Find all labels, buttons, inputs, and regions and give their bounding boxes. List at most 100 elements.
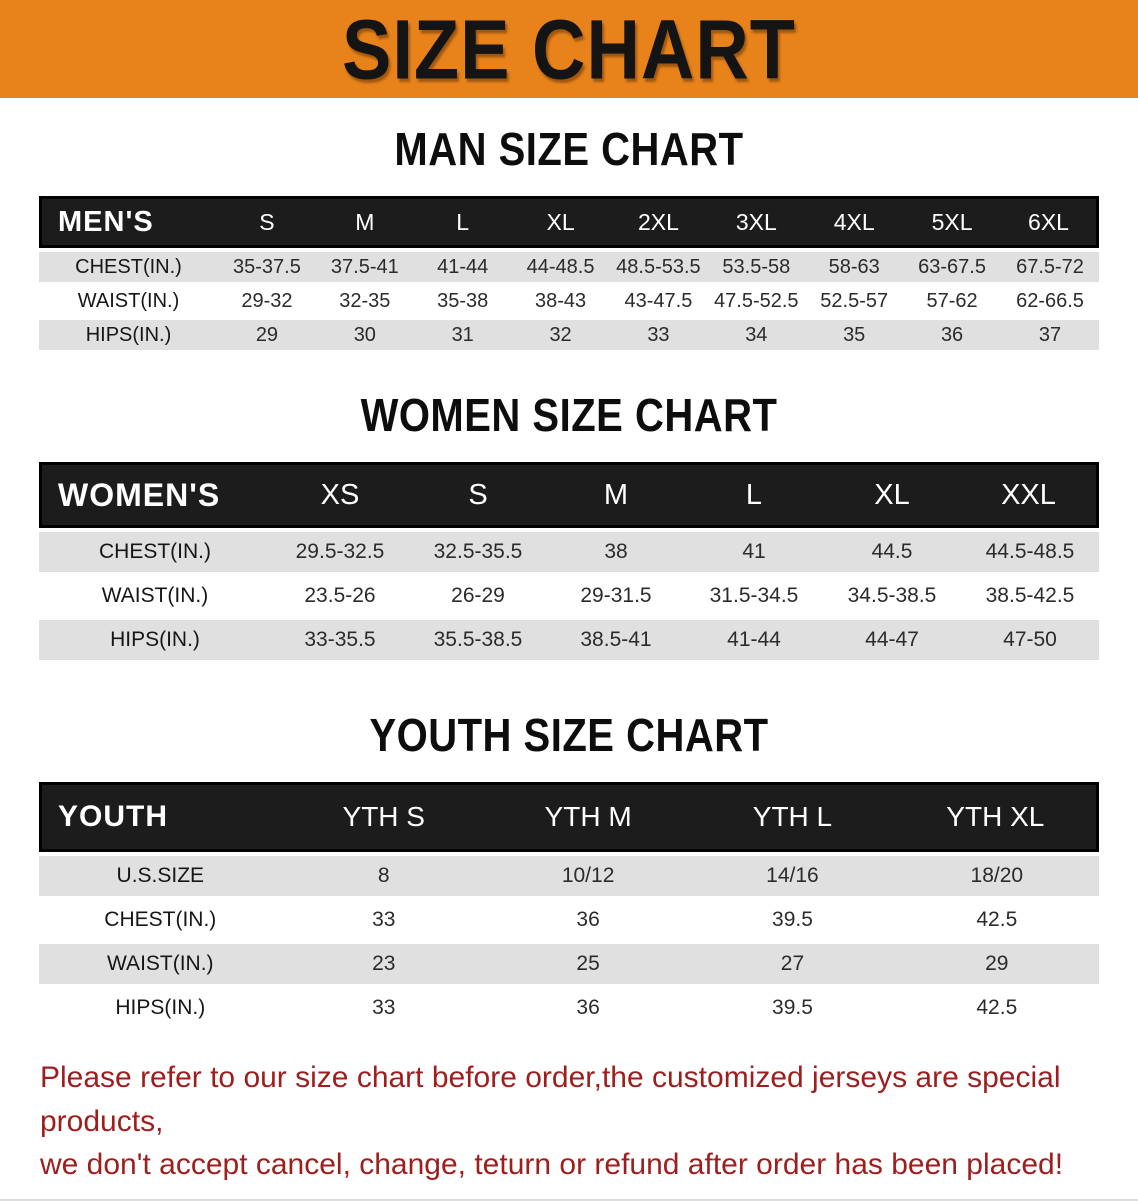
measurement-row: HIPS(IN.) 33 36 39.5 42.5: [39, 988, 1099, 1028]
measurement-value: 42.5: [976, 908, 1018, 931]
measurement-row: WAIST(IN.) 29-32 32-35 35-38 38-43 43-47.5 47.…: [39, 286, 1099, 316]
measurement-value: 47-50: [961, 620, 1099, 660]
measurement-value: 23: [281, 944, 486, 984]
measurement-value: 31.5-34.5: [709, 584, 799, 607]
measurement-value: 34.5-38.5: [847, 584, 937, 607]
measurement-value: 35: [805, 320, 904, 350]
measurement-value: 33-35.5: [271, 620, 409, 660]
measurement-value: 58-63: [805, 252, 904, 282]
measurement-value: 38-43: [534, 290, 587, 312]
measurement-value: 26-29: [451, 584, 505, 607]
size-column-header: L: [413, 196, 512, 248]
man-section-heading: MAN SIZE CHART: [394, 124, 744, 176]
women-size-table: WOMEN'S XS S M L XL XXL CHEST(IN.) 29.5-32.5 32.5…: [39, 458, 1099, 664]
size-column-header: XXL: [961, 462, 1099, 528]
measurement-value: 35.5-38.5: [409, 620, 547, 660]
size-column-header: YTH M: [485, 782, 691, 852]
size-column-header: XL: [823, 462, 961, 528]
measurement-value: 44.5: [823, 532, 961, 572]
measurement-value: 37: [1001, 320, 1099, 350]
size-column-header: 3XL: [707, 196, 806, 248]
measurement-value: 27: [690, 944, 895, 984]
size-column-header: YTH XL: [894, 782, 1099, 852]
measurement-value: 29.5-32.5: [271, 532, 409, 572]
measurement-value: 41: [685, 532, 823, 572]
measurement-value: 25: [485, 944, 691, 984]
measurement-value: 53.5-58: [707, 252, 806, 282]
measurement-row: WAIST(IN.) 23.5-26 26-29 29-31.5 31.5-34.5 34…: [39, 576, 1099, 616]
table-title-cell: YOUTH: [39, 782, 282, 852]
measurement-row: U.S.SIZE 8 10/12 14/16 18/20: [39, 856, 1099, 896]
measurement-row: CHEST(IN.) 33 36 39.5 42.5: [39, 900, 1099, 940]
bottom-divider: [0, 1198, 1138, 1201]
size-column-header: YTH L: [690, 782, 895, 852]
measurement-value: 39.5: [772, 908, 813, 931]
measurement-value: 32.5-35.5: [409, 532, 547, 572]
measurement-value: 35-37.5: [218, 252, 316, 282]
measurement-value: 32: [511, 320, 610, 350]
measurement-label: CHEST(IN.): [39, 252, 218, 282]
measurement-label: CHEST(IN.): [104, 908, 217, 931]
measurement-value: 10/12: [485, 856, 691, 896]
size-column-header: 4XL: [805, 196, 904, 248]
measurement-row: CHEST(IN.) 29.5-32.5 32.5-35.5 38 41 44.5 44.5…: [39, 532, 1099, 572]
measurement-value: 43-47.5: [624, 290, 693, 312]
measurement-value: 34: [707, 320, 806, 350]
order-notice: Please refer to our size chart before or…: [40, 1056, 1108, 1187]
measurement-value: 38: [547, 532, 685, 572]
youth-size-table: YOUTH YTH S YTH M YTH L YTH XL U.S.SIZE 8 10/12…: [39, 778, 1099, 1032]
measurement-value: 44.5-48.5: [961, 532, 1099, 572]
header-row: WOMEN'S XS S M L XL XXL: [39, 462, 1099, 528]
measurement-value: 42.5: [976, 996, 1018, 1019]
measurement-value: 29: [218, 320, 316, 350]
measurement-value: 35-38: [437, 290, 489, 312]
measurement-value: 48.5-53.5: [609, 252, 708, 282]
measurement-label: CHEST(IN.): [39, 532, 271, 572]
size-column-header: L: [685, 462, 823, 528]
measurement-value: 33: [372, 996, 396, 1019]
measurement-value: 30: [315, 320, 414, 350]
measurement-label: WAIST(IN.): [77, 290, 180, 312]
measurement-value: 44-47: [823, 620, 961, 660]
measurement-row: HIPS(IN.) 33-35.5 35.5-38.5 38.5-41 41-44 44-…: [39, 620, 1099, 660]
header-row: MEN'S S M L XL 2XL 3XL 4XL 5XL 6XL: [39, 196, 1099, 248]
measurement-value: 33: [609, 320, 708, 350]
notice-line-1: Please refer to our size chart before or…: [40, 1061, 1061, 1138]
banner-title: SIZE CHART: [342, 1, 796, 97]
table-title-cell: MEN'S: [39, 196, 218, 248]
measurement-label: HIPS(IN.): [39, 620, 271, 660]
measurement-value: 38.5-41: [547, 620, 685, 660]
measurement-value: 29-32: [241, 290, 293, 312]
measurement-value: 32-35: [339, 290, 391, 312]
size-column-header: M: [547, 462, 685, 528]
table-title-cell: WOMEN'S: [39, 462, 271, 528]
measurement-row: WAIST(IN.) 23 25 27 29: [39, 944, 1099, 984]
size-column-header: XL: [511, 196, 610, 248]
measurement-row: HIPS(IN.) 29 30 31 32 33 34 35 36 37: [39, 320, 1099, 350]
measurement-value: 36: [576, 996, 600, 1019]
size-column-header: S: [409, 462, 547, 528]
women-section-heading: WOMEN SIZE CHART: [360, 390, 778, 442]
measurement-value: 37.5-41: [315, 252, 414, 282]
measurement-value: 47.5-52.5: [714, 290, 799, 312]
measurement-value: 36: [576, 908, 600, 931]
measurement-label: U.S.SIZE: [39, 856, 282, 896]
youth-section-heading: YOUTH SIZE CHART: [369, 710, 769, 762]
size-column-header: XS: [271, 462, 409, 528]
notice-line-2: we don't accept cancel, change, teturn o…: [40, 1148, 1064, 1181]
measurement-value: 38.5-42.5: [985, 584, 1075, 607]
measurement-value: 39.5: [772, 996, 813, 1019]
measurement-label: HIPS(IN.): [39, 320, 218, 350]
measurement-row: CHEST(IN.) 35-37.5 37.5-41 41-44 44-48.5 48.5…: [39, 252, 1099, 282]
measurement-value: 31: [413, 320, 512, 350]
measurement-value: 57-62: [926, 290, 978, 312]
measurement-value: 63-67.5: [903, 252, 1001, 282]
header-row: YOUTH YTH S YTH M YTH L YTH XL: [39, 782, 1099, 852]
measurement-value: 52.5-57: [820, 290, 889, 312]
men-size-table: MEN'S S M L XL 2XL 3XL 4XL 5XL 6XL CHEST(IN.) 35-37…: [39, 192, 1099, 354]
size-column-header: S: [218, 196, 316, 248]
measurement-value: 29: [894, 944, 1099, 984]
measurement-label: HIPS(IN.): [115, 996, 206, 1019]
measurement-label: WAIST(IN.): [39, 944, 282, 984]
measurement-value: 14/16: [690, 856, 895, 896]
